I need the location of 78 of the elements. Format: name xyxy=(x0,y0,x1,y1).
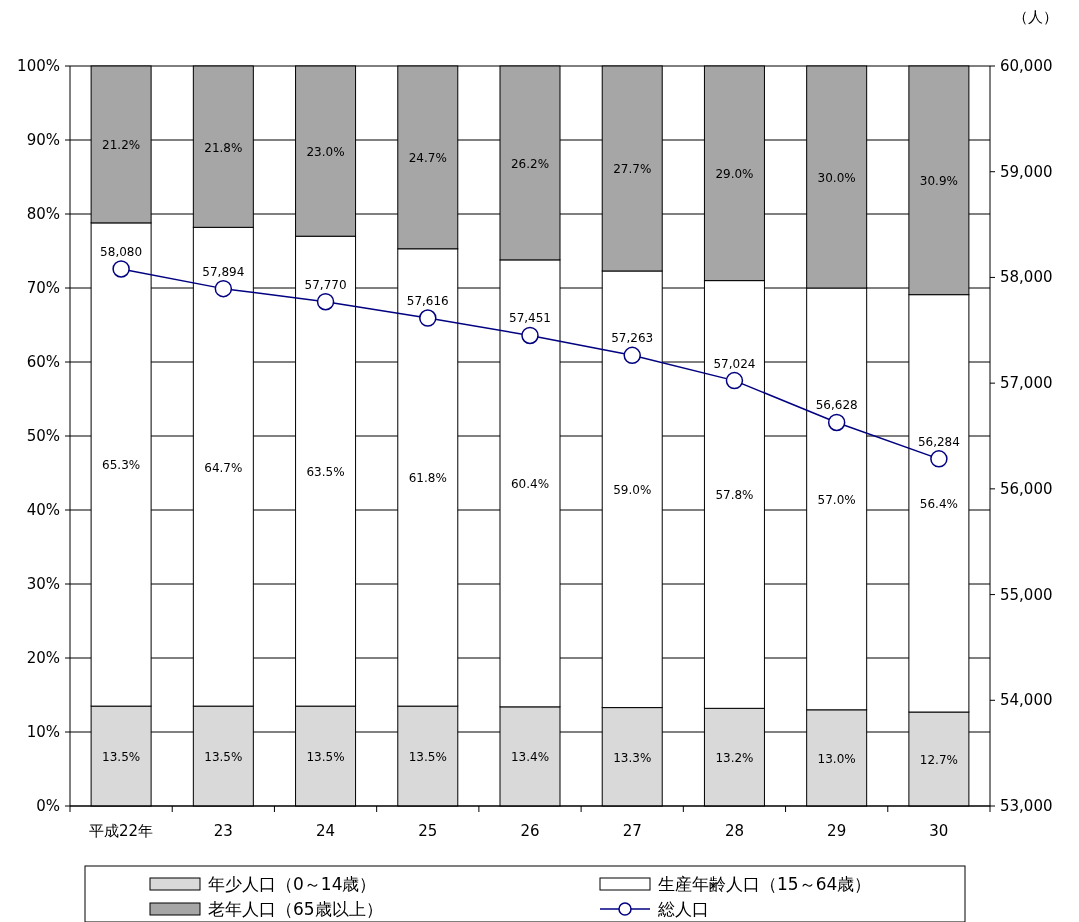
data-label: 57,616 xyxy=(406,294,449,309)
y2-tick-label: 59,000 xyxy=(1000,162,1053,181)
data-label: 23.0% xyxy=(306,145,345,160)
x-tick-label: 30 xyxy=(929,822,949,840)
data-label: 12.7% xyxy=(919,753,958,768)
data-label: 59.0% xyxy=(613,483,652,498)
data-label: 13.5% xyxy=(306,750,345,765)
x-tick-label: 25 xyxy=(418,822,438,840)
point xyxy=(419,309,437,327)
data-label: 65.3% xyxy=(102,458,141,473)
data-label: 61.8% xyxy=(408,471,447,486)
legend-label: 年少人口（0～14歳） xyxy=(208,874,377,894)
data-label: 29.0% xyxy=(715,167,754,182)
data-label: 57.0% xyxy=(817,492,856,507)
point xyxy=(521,326,539,345)
data-label: 60.4% xyxy=(510,477,550,492)
x-tick-label: 26 xyxy=(520,822,540,840)
point xyxy=(725,371,744,390)
data-label: 13.2% xyxy=(715,751,754,766)
y2-axis-title: （人） xyxy=(1012,8,1058,26)
data-label: 56.4% xyxy=(919,497,958,512)
y2-tick-label: 55,000 xyxy=(1000,585,1053,604)
data-label: 27.7% xyxy=(613,162,652,177)
data-label: 56,628 xyxy=(815,398,858,413)
point xyxy=(623,346,641,365)
point xyxy=(316,292,335,311)
x-tick-label: 24 xyxy=(316,822,336,840)
data-label: 13.5% xyxy=(408,750,447,765)
data-label: 30.0% xyxy=(817,171,856,185)
y2-tick-label: 54,000 xyxy=(1000,691,1053,710)
legend-label: 老年人口（65歳以上） xyxy=(208,899,383,919)
y-tick-label: 70% xyxy=(26,279,60,297)
point xyxy=(930,450,948,468)
y-tick-label: 40% xyxy=(26,501,60,519)
x-tick-label: 23 xyxy=(213,822,233,840)
data-label: 63.5% xyxy=(306,465,345,480)
data-label: 30.9% xyxy=(919,174,958,189)
y-tick-label: 30% xyxy=(26,575,60,593)
data-label: 58,080 xyxy=(100,244,143,259)
data-label: 21.2% xyxy=(102,138,141,153)
y-tick-label: 0% xyxy=(36,797,60,815)
y-tick-label: 10% xyxy=(26,723,60,741)
point xyxy=(112,260,130,278)
data-label: 13.3% xyxy=(613,750,652,765)
y-tick-label: 90% xyxy=(26,131,60,149)
data-label: 57,263 xyxy=(611,331,654,346)
y-tick-label: 20% xyxy=(26,649,60,667)
data-label: 57,451 xyxy=(509,311,551,326)
data-label: 57.8% xyxy=(715,488,754,503)
data-label: 21.8% xyxy=(204,140,243,155)
x-tick-label: 28 xyxy=(724,822,744,840)
data-label: 56,284 xyxy=(917,434,960,449)
point xyxy=(214,279,233,298)
data-label: 64.7% xyxy=(204,460,243,475)
x-tick-label: 平成22年 xyxy=(89,822,154,840)
y2-tick-label: 60,000 xyxy=(1000,57,1053,75)
data-label: 57,024 xyxy=(713,356,756,371)
x-tick-label: 29 xyxy=(827,822,847,840)
y2-tick-label: 56,000 xyxy=(1000,479,1053,498)
point xyxy=(827,413,846,432)
x-tick-label: 27 xyxy=(622,822,642,840)
y-tick-label: 50% xyxy=(26,427,60,445)
y2-tick-label: 58,000 xyxy=(1000,268,1053,287)
y2-tick-label: 53,000 xyxy=(1000,797,1053,815)
legend-label: 総人口 xyxy=(657,899,709,919)
data-label: 57,894 xyxy=(202,264,245,279)
data-label: 13.0% xyxy=(817,751,856,766)
y-tick-label: 80% xyxy=(26,205,60,223)
data-label: 13.5% xyxy=(102,750,141,765)
data-label: 57,770 xyxy=(304,277,347,292)
legend-label: 生産年齢人口（15～64歳） xyxy=(658,874,872,894)
y-tick-label: 100% xyxy=(17,57,60,75)
data-label: 13.5% xyxy=(204,750,243,765)
data-label: 13.4% xyxy=(510,750,550,765)
y2-tick-label: 57,000 xyxy=(1000,374,1053,393)
y-tick-label: 60% xyxy=(26,353,60,371)
data-label: 24.7% xyxy=(408,151,447,166)
data-label: 26.2% xyxy=(510,156,550,171)
